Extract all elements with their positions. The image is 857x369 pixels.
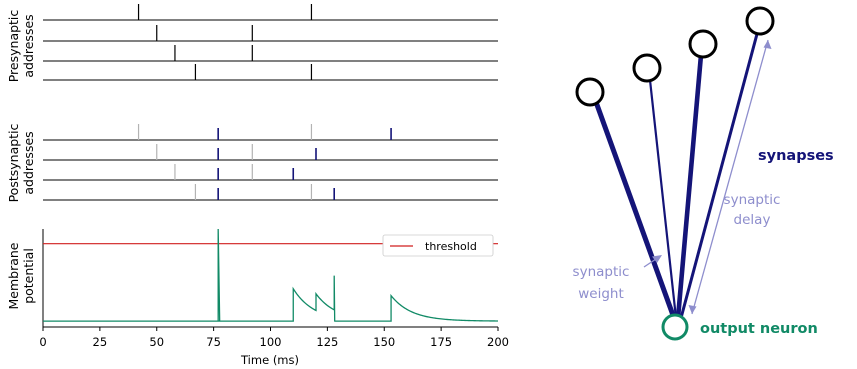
membrane-trace	[43, 228, 499, 322]
x-tick-label-175: 175	[430, 335, 452, 349]
input-neuron-1	[575, 77, 605, 107]
synapse-3	[675, 54, 704, 319]
synapse-1	[593, 101, 677, 319]
synapse-4	[679, 33, 759, 319]
input-neuron-2	[632, 53, 662, 83]
x-tick-label-0: 0	[39, 335, 46, 349]
legend-box	[382, 234, 494, 257]
x-tick-label-50: 50	[149, 335, 164, 349]
x-tick-label-75: 75	[206, 335, 221, 349]
presynaptic-panel: Presynaptic addresses	[6, 4, 498, 82]
x-axis-label: Time (ms)	[240, 353, 299, 367]
output-neuron-label: output neuron	[700, 321, 818, 337]
synaptic-weight-arrowhead	[652, 255, 662, 263]
legend-threshold-label: threshold	[425, 240, 477, 253]
synaptic-weight-label-line2: weight	[578, 286, 624, 302]
presynaptic-ylabel-line2: addresses	[21, 14, 36, 77]
synaptic-delay-arrowhead-top	[763, 40, 772, 49]
presynaptic-ylabel-line1: Presynaptic	[6, 10, 21, 83]
synaptic-delay-arrow	[691, 39, 769, 315]
x-tick-label-25: 25	[93, 335, 108, 349]
synaptic-delay-label-line1: synaptic	[724, 192, 781, 208]
membrane-ylabel-line2: potential	[21, 248, 36, 304]
x-tick-label-200: 200	[487, 335, 509, 349]
legend: threshold	[382, 234, 494, 257]
input-neuron-3	[688, 29, 718, 59]
output-neuron	[661, 313, 689, 341]
synapse-2	[648, 79, 678, 319]
membrane-ylabel-line1: Membrane	[6, 242, 21, 309]
postsynaptic-panel: Postsynaptic addresses	[6, 123, 498, 202]
synaptic-delay-arrowhead-bottom	[688, 305, 697, 314]
membrane-panel: Membrane potential 0 25 50 75 100 125 150 175 20…	[6, 228, 509, 367]
x-tick-label-125: 125	[316, 335, 338, 349]
input-neuron-4	[745, 6, 775, 36]
network-diagram: synapses output neuron synaptic weight s…	[573, 6, 834, 341]
synaptic-weight-label-line1: synaptic	[573, 264, 630, 280]
synaptic-delay-label-line2: delay	[734, 212, 771, 228]
x-tick-label-100: 100	[260, 335, 282, 349]
postsynaptic-ylabel-line1: Postsynaptic	[6, 123, 21, 202]
x-tick-label-150: 150	[373, 335, 395, 349]
postsynaptic-ylabel-line2: addresses	[21, 131, 36, 194]
synapses-label: synapses	[758, 148, 834, 164]
